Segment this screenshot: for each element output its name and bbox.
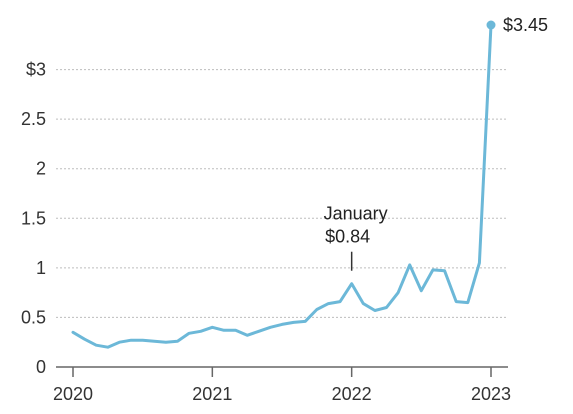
x-axis-tick-labels: 2020 2021 2022 2023 (53, 384, 511, 404)
y-tick-label: 2 (36, 159, 46, 179)
annotation-month-label: January (324, 204, 388, 224)
annotation-group: January $0.84 (324, 204, 388, 271)
end-value-label: $3.45 (503, 15, 548, 35)
x-tick-label: 2023 (471, 384, 511, 404)
x-tick-label: 2022 (332, 384, 372, 404)
y-tick-label: 2.5 (21, 109, 46, 129)
y-tick-label: 0 (36, 357, 46, 377)
grid-lines (56, 69, 508, 318)
series-line (71, 23, 493, 349)
x-tick-label: 2020 (53, 384, 93, 404)
x-axis-ticks (72, 367, 492, 377)
y-tick-label: 0.5 (21, 307, 46, 327)
x-tick-label: 2021 (192, 384, 232, 404)
y-tick-label: 1 (36, 258, 46, 278)
end-point-marker (486, 20, 496, 30)
series-group (71, 23, 493, 349)
y-axis-tick-labels: 0 0.5 1 1.5 2 2.5 $3 (21, 60, 46, 377)
y-tick-label: $3 (26, 60, 46, 80)
annotation-value-label: $0.84 (325, 227, 370, 247)
end-label-group: $3.45 (486, 15, 548, 35)
y-tick-label: 1.5 (21, 208, 46, 228)
